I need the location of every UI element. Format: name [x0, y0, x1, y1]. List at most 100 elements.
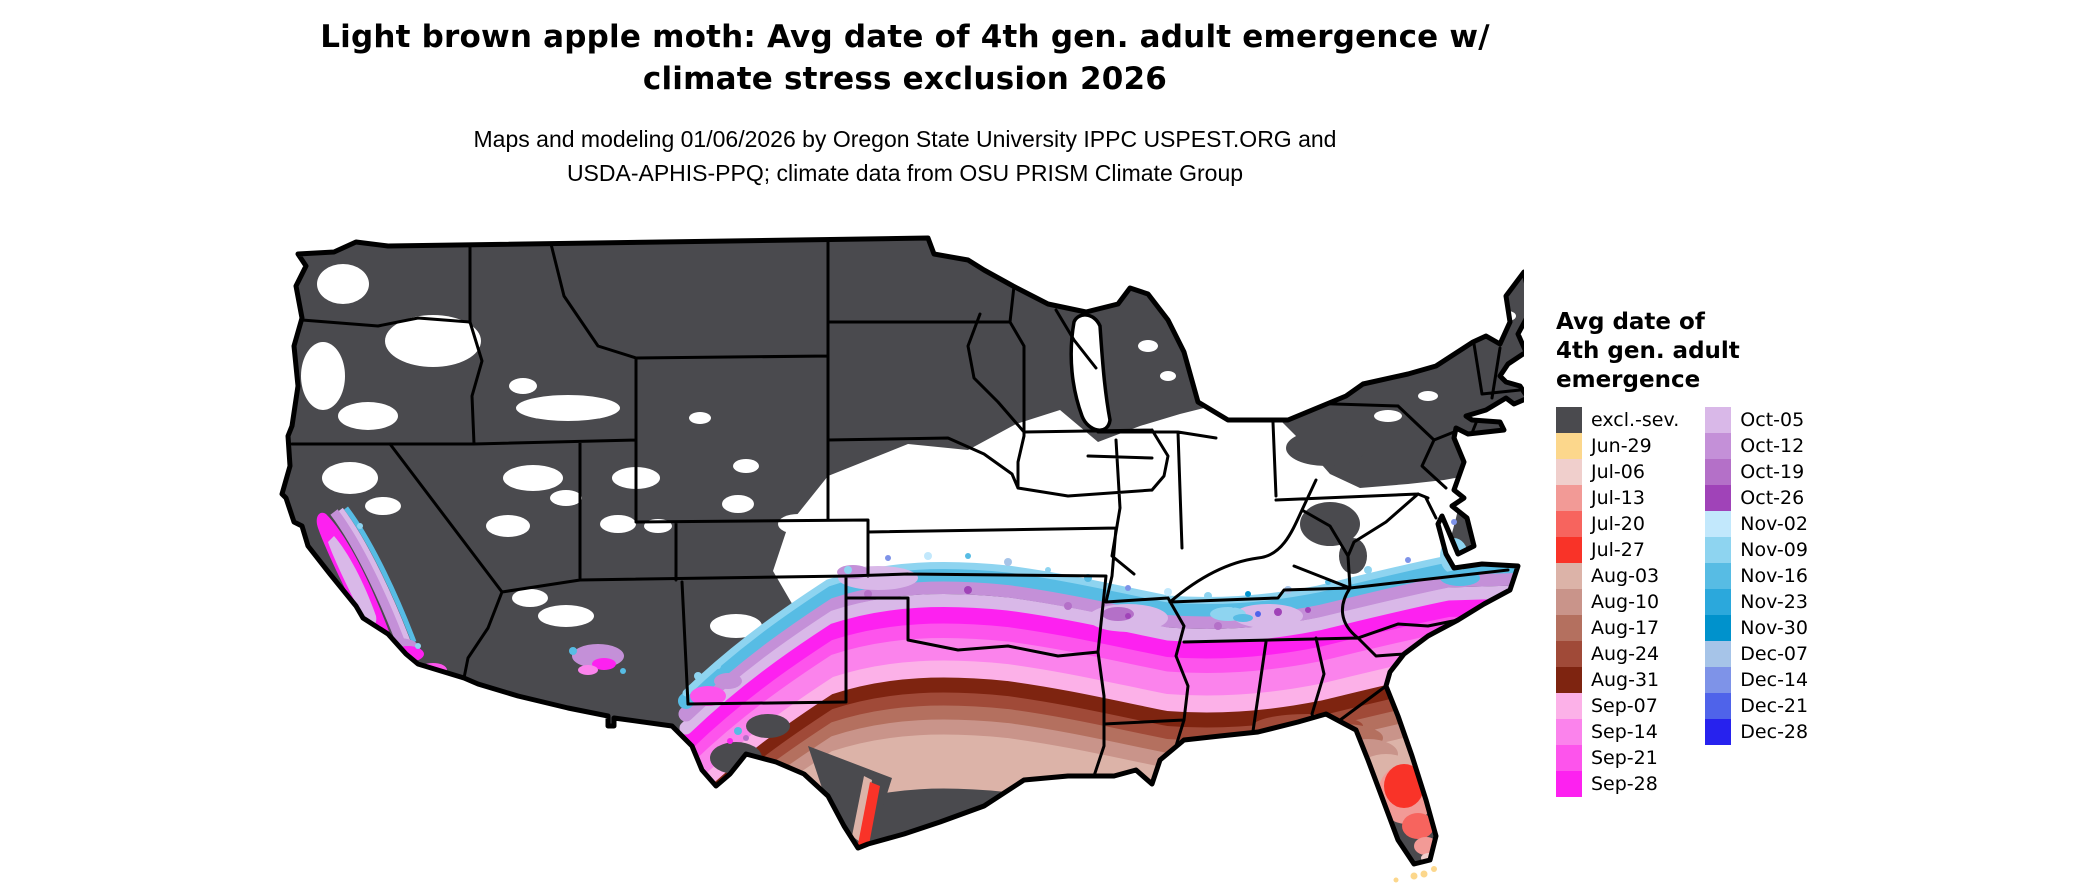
legend-label: Nov-30	[1740, 617, 1808, 639]
legend-swatch	[1556, 719, 1582, 745]
legend-swatch	[1705, 589, 1732, 615]
legend-label: Jul-13	[1591, 487, 1645, 509]
legend-swatch	[1556, 745, 1582, 771]
legend-label: Aug-17	[1591, 617, 1660, 639]
legend-item-nov02: Nov-02	[1705, 511, 1808, 537]
legend-label: Sep-21	[1591, 747, 1658, 769]
page-title-line2: climate stress exclusion 2026	[642, 61, 1168, 97]
legend-swatch	[1556, 433, 1582, 459]
legend-item-oct26: Oct-26	[1705, 485, 1808, 511]
legend-swatch	[1556, 407, 1582, 433]
legend-item-jul27: Jul-27	[1556, 537, 1679, 563]
legend-item-dec07: Dec-07	[1705, 641, 1808, 667]
lake-michigan	[1069, 313, 1112, 432]
legend-item-jul13: Jul-13	[1556, 485, 1679, 511]
legend-label: Jun-29	[1591, 435, 1652, 457]
legend-item-sep14: Sep-14	[1556, 719, 1679, 745]
legend-item-dec21: Dec-21	[1705, 693, 1808, 719]
legend-swatch	[1556, 615, 1582, 641]
appalachian-gray-patches	[1286, 430, 1367, 574]
legend-label: Jul-27	[1591, 539, 1645, 561]
legend-item-oct12: Oct-12	[1705, 433, 1808, 459]
legend-item-sep28: Sep-28	[1556, 771, 1679, 797]
page-title: Light brown apple moth: Avg date of 4th …	[320, 19, 1490, 55]
legend-item-jul06: Jul-06	[1556, 459, 1679, 485]
legend-swatch	[1556, 511, 1582, 537]
legend-swatch	[1705, 485, 1732, 511]
legend-swatch	[1705, 407, 1732, 433]
legend-item-nov09: Nov-09	[1705, 537, 1808, 563]
emergence-date-bands	[651, 553, 1532, 864]
legend-label: Aug-10	[1591, 591, 1660, 613]
legend-swatch	[1705, 719, 1732, 745]
legend-label: Dec-21	[1740, 695, 1809, 717]
western-white-patches	[301, 264, 1516, 656]
legend-swatch	[1556, 485, 1582, 511]
legend-swatch	[1556, 667, 1582, 693]
legend-label: Sep-07	[1591, 695, 1658, 717]
legend-item-oct05: Oct-05	[1705, 407, 1808, 433]
legend: Avg date of 4th gen. adult emergence exc…	[1556, 308, 1886, 797]
legend-swatch	[1556, 537, 1582, 563]
legend-item-excl: excl.-sev.	[1556, 407, 1679, 433]
az-nm-pockets	[569, 644, 742, 706]
legend-item-jul20: Jul-20	[1556, 511, 1679, 537]
legend-title: Avg date of 4th gen. adult emergence	[1556, 309, 1740, 393]
subtitle-line2: USDA-APHIS-PPQ; climate data from OSU PR…	[566, 160, 1244, 186]
legend-label: Nov-23	[1740, 591, 1808, 613]
legend-item-oct19: Oct-19	[1705, 459, 1808, 485]
legend-label: excl.-sev.	[1591, 409, 1680, 431]
legend-label: Dec-28	[1740, 721, 1809, 743]
legend-label: Aug-24	[1591, 643, 1660, 665]
legend-label: Nov-16	[1740, 565, 1808, 587]
map-subtitle: Maps and modeling 01/06/2026 by Oregon S…	[260, 122, 1550, 190]
legend-item-nov30: Nov-30	[1705, 615, 1808, 641]
legend-swatch	[1705, 615, 1732, 641]
legend-item-dec28: Dec-28	[1705, 719, 1808, 745]
us-map	[268, 226, 1524, 890]
legend-swatch	[1705, 693, 1732, 719]
legend-label: Sep-28	[1591, 773, 1658, 795]
legend-label: Oct-26	[1740, 487, 1805, 509]
legend-label: Jul-06	[1591, 461, 1645, 483]
legend-label: Nov-02	[1740, 513, 1808, 535]
legend-swatch	[1705, 667, 1732, 693]
legend-label: Oct-12	[1740, 435, 1805, 457]
legend-column-2: Oct-05 Oct-12 Oct-19 Oct-26 Nov-02 Nov-09 Nov-…	[1705, 407, 1808, 745]
legend-item-aug10: Aug-10	[1556, 589, 1679, 615]
legend-item-aug17: Aug-17	[1556, 615, 1679, 641]
legend-swatch	[1556, 563, 1582, 589]
legend-swatch	[1705, 563, 1732, 589]
legend-label: Aug-31	[1591, 669, 1660, 691]
subtitle-line1: Maps and modeling 01/06/2026 by Oregon S…	[473, 126, 1337, 152]
legend-swatch	[1556, 693, 1582, 719]
legend-item-nov23: Nov-23	[1705, 589, 1808, 615]
legend-swatch	[1705, 511, 1732, 537]
legend-item-aug03: Aug-03	[1556, 563, 1679, 589]
legend-item-nov16: Nov-16	[1705, 563, 1808, 589]
legend-swatch	[1705, 641, 1732, 667]
legend-column-1: excl.-sev. Jun-29 Jul-06 Jul-13 Jul-20 Jul-27…	[1556, 407, 1679, 797]
legend-swatch	[1705, 459, 1732, 485]
florida-keys	[1393, 866, 1437, 883]
legend-item-dec14: Dec-14	[1705, 667, 1808, 693]
legend-swatch	[1556, 641, 1582, 667]
legend-label: Oct-05	[1740, 409, 1805, 431]
state-borders	[290, 238, 1522, 784]
legend-item-aug24: Aug-24	[1556, 641, 1679, 667]
blue-speckles	[844, 552, 1411, 630]
legend-label: Dec-14	[1740, 669, 1809, 691]
legend-item-sep07: Sep-07	[1556, 693, 1679, 719]
legend-swatch	[1556, 459, 1582, 485]
legend-swatch	[1705, 537, 1732, 563]
legend-label: Dec-07	[1740, 643, 1809, 665]
header: Light brown apple moth: Avg date of 4th …	[260, 16, 1550, 190]
legend-label: Jul-20	[1591, 513, 1645, 535]
legend-swatch	[1705, 433, 1732, 459]
legend-swatch	[1556, 771, 1582, 797]
map-fill-layers	[282, 238, 1532, 864]
legend-label: Aug-03	[1591, 565, 1660, 587]
legend-item-sep21: Sep-21	[1556, 745, 1679, 771]
legend-label: Sep-14	[1591, 721, 1658, 743]
